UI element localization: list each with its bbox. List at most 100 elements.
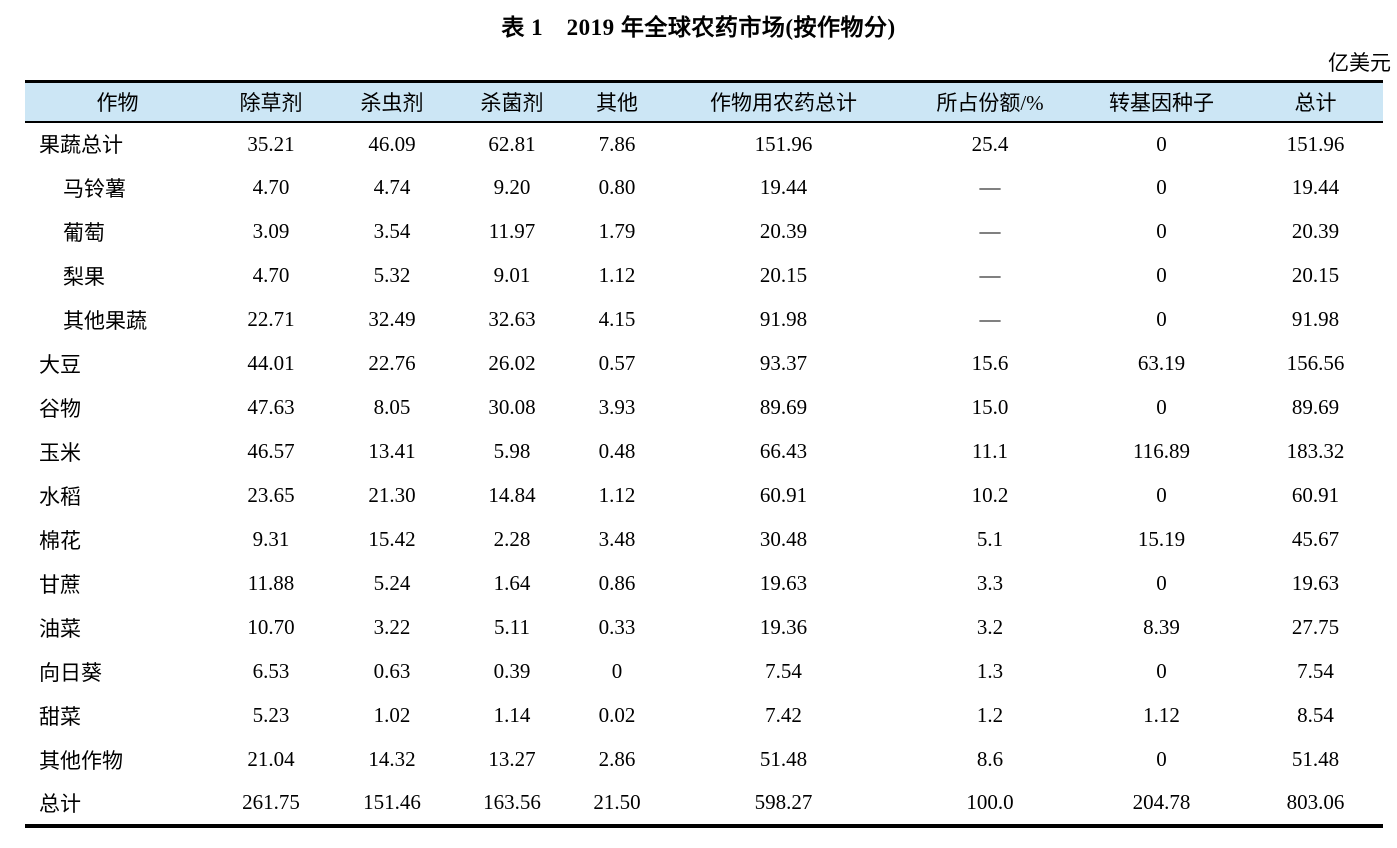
value-cell: 46.09 [368, 131, 416, 156]
value-cell: 9.20 [493, 175, 531, 199]
crop-name-cell: 甜菜 [39, 704, 81, 729]
table-row: 果蔬总计 35.21 46.09 62.81 7.86 151.96 25.4 0 151.96 [25, 122, 1383, 166]
value-cell: 13.41 [368, 439, 416, 463]
value-cell: 45.67 [1291, 527, 1340, 551]
value-cell: 1.12 [1143, 703, 1180, 727]
value-cell: 20.39 [759, 219, 808, 243]
value-cell: 803.06 [1286, 790, 1345, 814]
value-cell: 11.88 [247, 571, 295, 595]
value-cell: 10.2 [971, 483, 1009, 507]
value-cell: 0.57 [598, 351, 636, 375]
crop-name-cell: 玉米 [39, 440, 81, 465]
table-row: 梨果 4.70 5.32 9.01 1.12 20.15 — 0 20.15 [25, 254, 1383, 298]
value-cell: 0 [1156, 571, 1167, 595]
value-cell: 1.12 [598, 263, 636, 287]
value-cell: 19.44 [759, 175, 808, 199]
column-header-8: 总计 [1294, 90, 1337, 115]
value-cell: 91.98 [759, 307, 808, 331]
value-cell: 0 [1156, 175, 1167, 199]
value-cell: 7.54 [765, 659, 802, 683]
value-cell: 0 [1156, 219, 1167, 243]
value-cell: 22.71 [247, 307, 295, 331]
value-cell: 32.63 [488, 307, 536, 331]
value-cell: 4.74 [373, 175, 411, 199]
value-cell: 8.39 [1143, 615, 1180, 639]
value-cell: 10.70 [247, 615, 295, 639]
value-cell: 1.79 [598, 219, 636, 243]
value-cell: 19.36 [759, 615, 808, 639]
value-cell: 20.39 [1291, 219, 1340, 243]
value-cell: 1.14 [493, 703, 531, 727]
crop-name-cell: 其他果蔬 [63, 308, 147, 333]
table-header-row: 作物 除草剂 杀虫剂 杀菌剂 其他 作物用农药总计 所占份额/% 转基因种子 总计 [25, 81, 1383, 122]
table-title: 表 1 2019 年全球农药市场(按作物分) [501, 15, 896, 40]
value-cell: 21.04 [247, 747, 295, 771]
crop-name-cell: 棉花 [39, 528, 81, 553]
column-header-1: 除草剂 [239, 90, 303, 115]
value-cell: 4.70 [252, 175, 290, 199]
value-cell: 15.42 [368, 527, 416, 551]
value-cell: 2.86 [598, 747, 636, 771]
value-cell: 0.80 [598, 175, 636, 199]
value-cell: 35.21 [247, 131, 295, 156]
column-header-5: 作物用农药总计 [710, 90, 857, 115]
value-cell: 8.54 [1297, 703, 1334, 727]
value-cell: 23.65 [247, 483, 295, 507]
value-cell: 7.86 [598, 131, 636, 156]
value-cell: 0.33 [598, 615, 636, 639]
value-cell: 13.27 [488, 747, 536, 771]
crop-name-cell: 其他作物 [39, 748, 123, 773]
value-cell: 5.23 [252, 703, 290, 727]
value-cell: 4.70 [252, 263, 290, 287]
table-row: 葡萄 3.09 3.54 11.97 1.79 20.39 — 0 20.39 [25, 210, 1383, 254]
table-row: 总计 261.75 151.46 163.56 21.50 598.27 100.0 204.… [25, 782, 1383, 826]
crop-name-cell: 大豆 [39, 352, 81, 377]
value-cell: 30.08 [488, 395, 536, 419]
crop-name-cell: 马铃薯 [63, 176, 126, 201]
crop-name-cell: 总计 [39, 791, 81, 816]
value-cell: 3.48 [598, 527, 636, 551]
value-cell: 0 [1156, 659, 1167, 683]
crop-name-cell: 果蔬总计 [39, 133, 123, 157]
pesticide-market-table: 作物 除草剂 杀虫剂 杀菌剂 其他 作物用农药总计 所占份额/% 转基因种子 总计 果蔬总计 35… [25, 80, 1383, 828]
value-cell: 0.48 [598, 439, 636, 463]
value-cell: 6.53 [252, 659, 290, 683]
column-header-3: 杀菌剂 [480, 90, 544, 115]
value-cell: 14.32 [368, 747, 416, 771]
value-cell: 11.97 [488, 219, 536, 243]
value-cell: 32.49 [368, 307, 416, 331]
crop-name-cell: 向日葵 [39, 660, 102, 685]
value-cell: 93.37 [759, 351, 808, 375]
value-cell: 15.19 [1137, 527, 1186, 551]
value-cell: 51.48 [1291, 747, 1340, 771]
table-row: 油菜 10.70 3.22 5.11 0.33 19.36 3.2 8.39 27.75 [25, 606, 1383, 650]
value-cell: 4.15 [598, 307, 636, 331]
value-cell: 25.4 [971, 131, 1009, 156]
value-cell: 3.22 [373, 615, 411, 639]
crop-name-cell: 水稻 [39, 484, 81, 509]
value-cell: 5.98 [493, 439, 531, 463]
table-row: 向日葵 6.53 0.63 0.39 0 7.54 1.3 0 7.54 [25, 650, 1383, 694]
value-cell: 27.75 [1291, 615, 1340, 639]
value-cell: 0.63 [373, 659, 411, 683]
value-cell: 44.01 [247, 351, 295, 375]
value-cell: 3.2 [976, 615, 1004, 639]
table-body: 果蔬总计 35.21 46.09 62.81 7.86 151.96 25.4 0 151.96… [25, 122, 1383, 826]
value-cell: 0 [1156, 263, 1167, 287]
value-cell: 5.32 [373, 263, 411, 287]
value-cell: 151.96 [754, 131, 813, 156]
value-cell: 0 [1156, 307, 1167, 331]
value-cell: 0 [1156, 483, 1167, 507]
value-cell: 116.89 [1133, 439, 1190, 463]
value-cell: 60.91 [759, 483, 808, 507]
value-cell: 89.69 [759, 395, 808, 419]
value-cell: 1.2 [976, 703, 1004, 727]
value-cell: 2.28 [493, 527, 531, 551]
value-cell: 20.15 [759, 263, 808, 287]
value-cell: 7.54 [1297, 659, 1334, 683]
value-cell: 21.50 [593, 790, 641, 814]
value-cell: 30.48 [759, 527, 808, 551]
value-cell: — [979, 219, 1001, 243]
column-header-2: 杀虫剂 [360, 90, 424, 115]
